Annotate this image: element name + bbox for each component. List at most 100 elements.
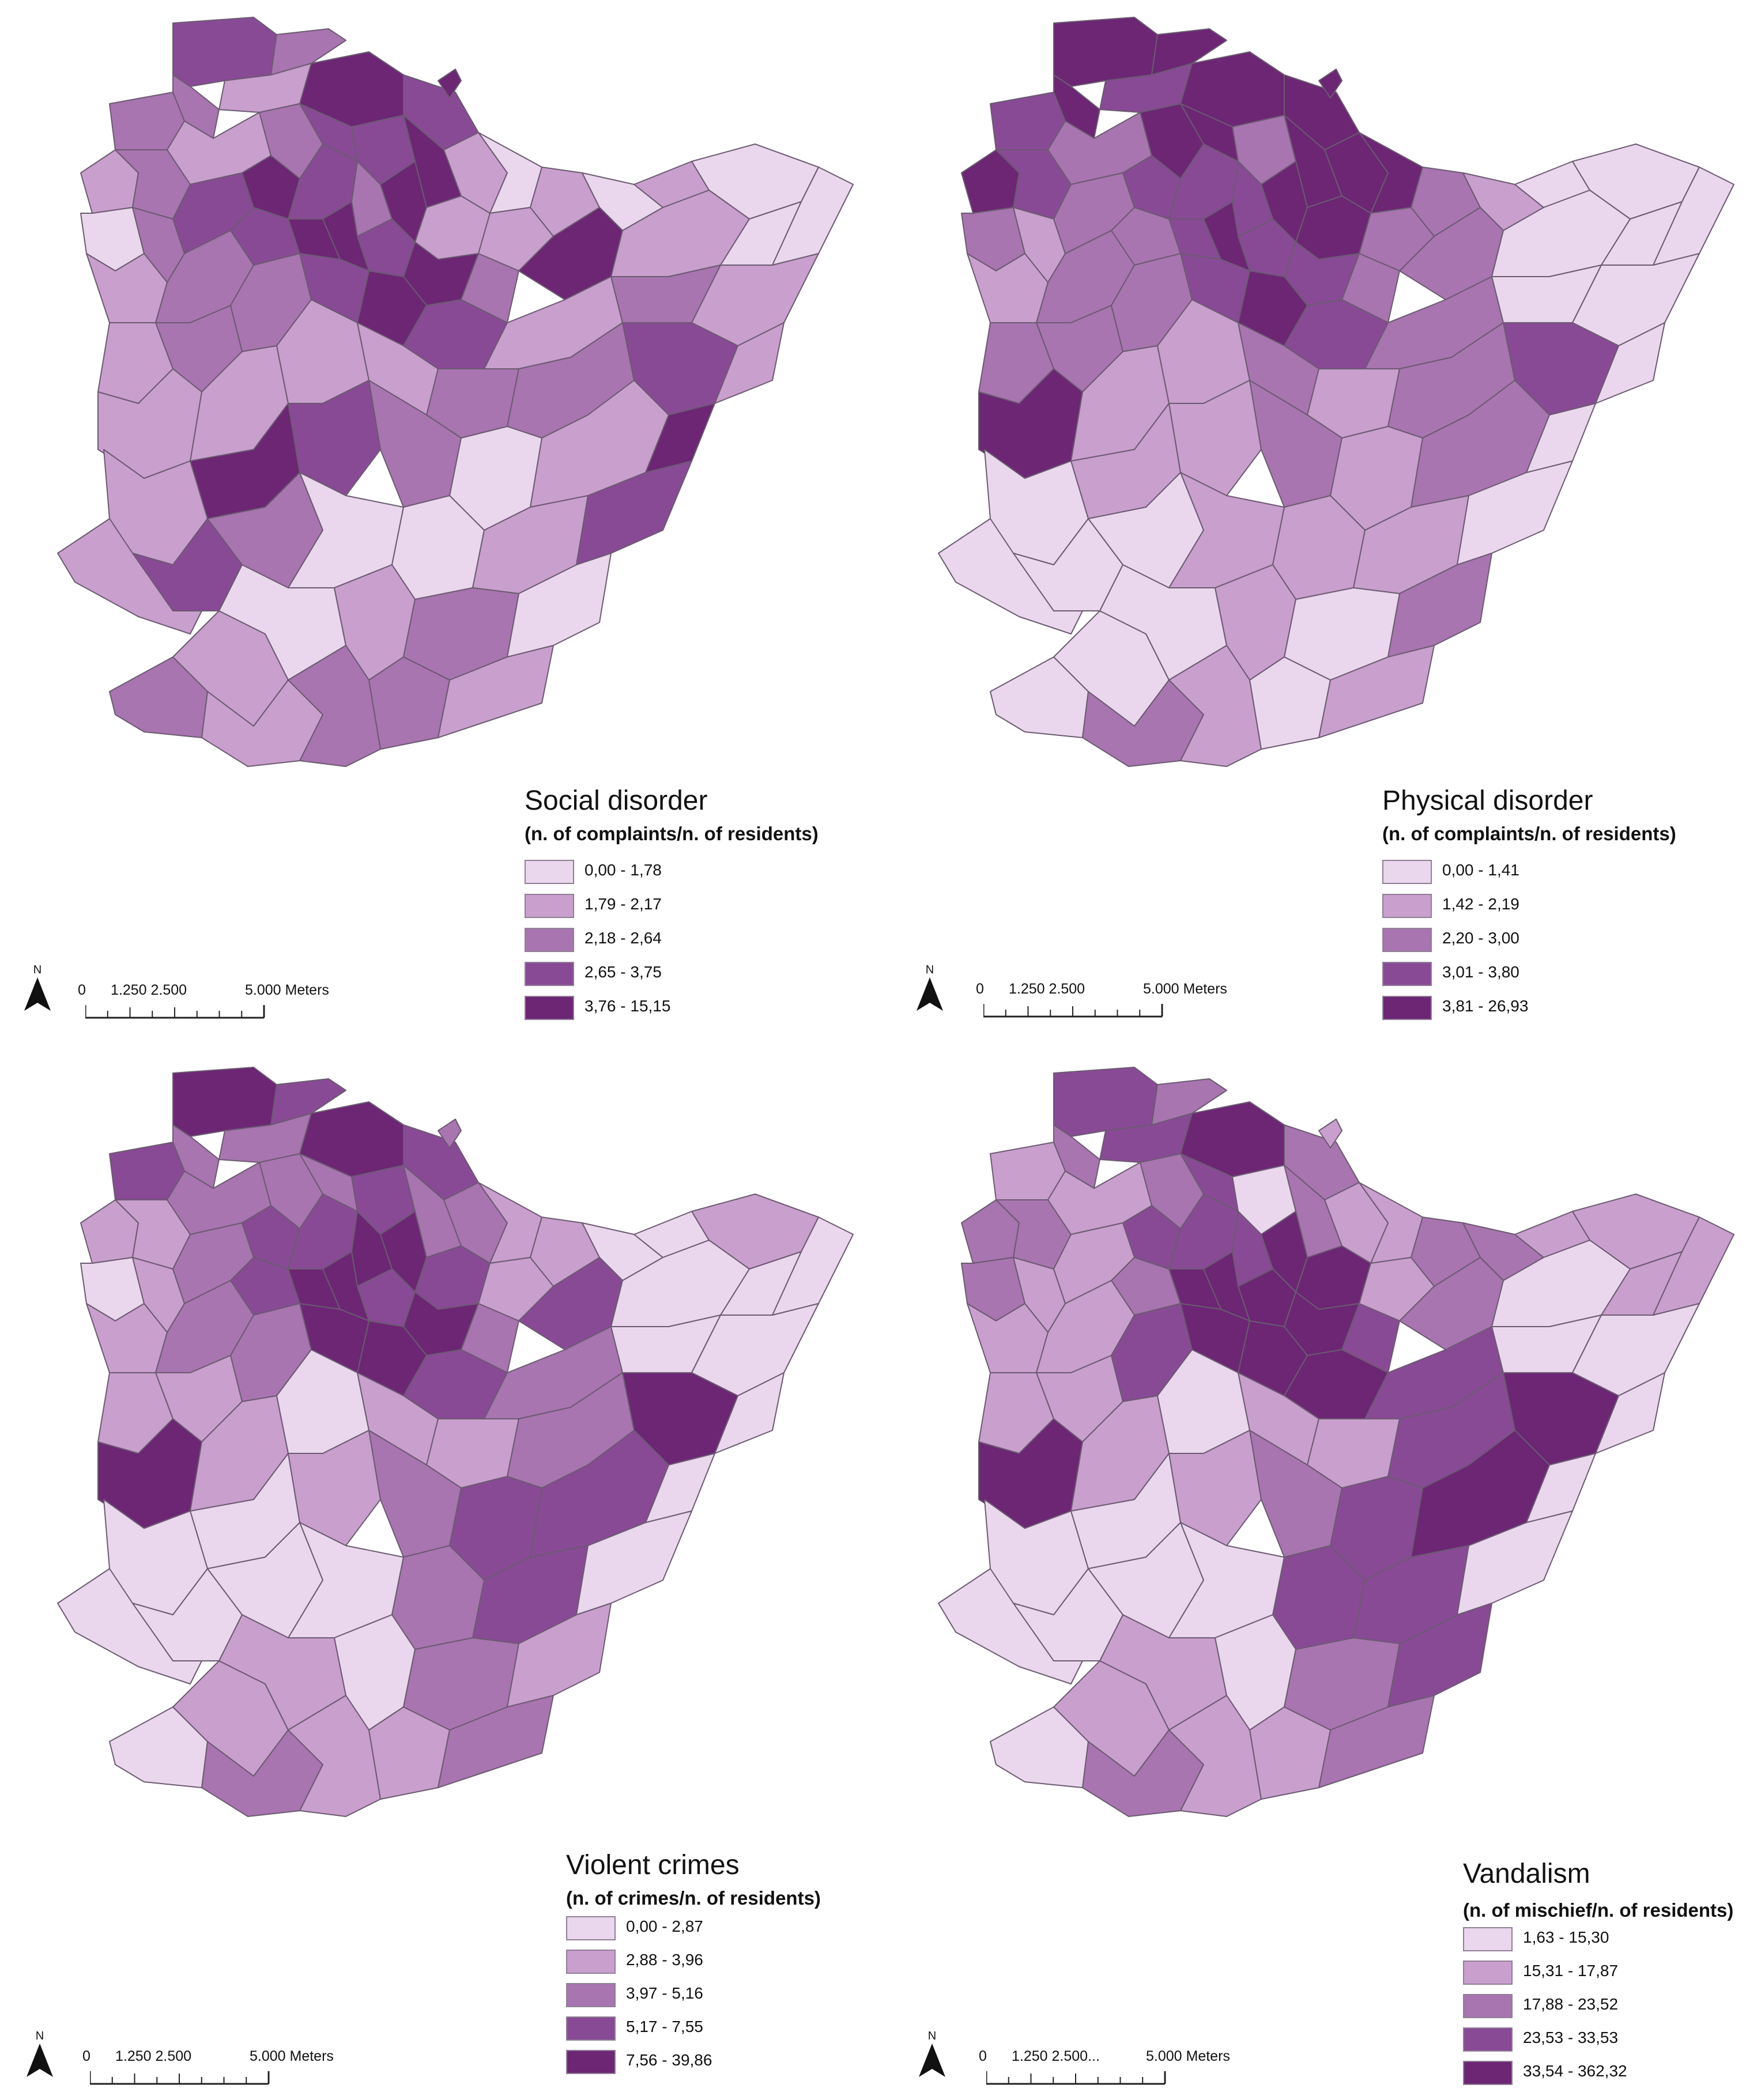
scale-label-mid: 1.250 2.500 bbox=[115, 2048, 192, 2064]
legend-class-label: 1,79 - 2,17 bbox=[585, 895, 662, 913]
legend-swatch bbox=[1463, 2061, 1513, 2085]
scale-label-zero: 0 bbox=[82, 2048, 90, 2064]
district-bottom-10 bbox=[1318, 645, 1435, 738]
map-panel-physical-disorder: Physical disorder (n. of complaints/n. o… bbox=[881, 0, 1761, 1050]
district-southeast-8 bbox=[772, 1217, 854, 1316]
legend-class-label: 2,88 - 3,96 bbox=[626, 1951, 703, 1969]
north-label: N bbox=[927, 2030, 937, 2042]
legend-class-label: 2,65 - 3,75 bbox=[585, 963, 662, 981]
legend-subtitle: (n. of mischief/n. of residents) bbox=[1463, 1899, 1734, 1921]
legend-class-label: 23,53 - 33,53 bbox=[1523, 2029, 1619, 2046]
scale-label-zero: 0 bbox=[979, 2048, 987, 2064]
legend-class-label: 7,56 - 39,86 bbox=[626, 2051, 712, 2069]
legend-swatch bbox=[1382, 962, 1432, 986]
district-bottom-8 bbox=[1168, 645, 1262, 767]
scale-label-mid: 1.250 2.500 bbox=[111, 982, 187, 998]
district-north-east bbox=[270, 1078, 346, 1125]
legend-class-label: 0,00 - 1,78 bbox=[585, 861, 662, 879]
district-southeast-8 bbox=[772, 167, 854, 266]
legend-swatch bbox=[525, 996, 574, 1020]
legend-swatch bbox=[1463, 1927, 1513, 1951]
district-islet bbox=[438, 69, 462, 99]
legend-class-label: 2,20 - 3,00 bbox=[1442, 929, 1519, 947]
legend-title: Violent crimes bbox=[566, 1850, 740, 1880]
north-arrow-icon bbox=[917, 977, 943, 1011]
district-southeast-8 bbox=[1653, 167, 1734, 266]
district-bottom-10 bbox=[438, 1695, 554, 1788]
scale-label-mid: 1.250 2.500 bbox=[1009, 981, 1085, 997]
district-bottom-10 bbox=[1318, 1695, 1435, 1788]
legend-swatch bbox=[525, 928, 574, 952]
legend-swatch bbox=[1382, 928, 1432, 952]
legend-class-label: 3,97 - 5,16 bbox=[626, 1984, 703, 2002]
district-bottom-8 bbox=[1168, 1695, 1262, 1817]
legend-class-label: 0,00 - 2,87 bbox=[626, 1917, 703, 1935]
scale-bar-ticks bbox=[986, 2071, 1166, 2085]
legend-class-label: 17,88 - 23,52 bbox=[1523, 1995, 1619, 2013]
north-arrow-icon bbox=[24, 977, 51, 1011]
scale-label-zero: 0 bbox=[976, 981, 984, 997]
legend-class-label: 1,63 - 15,30 bbox=[1523, 1928, 1609, 1946]
legend-swatch bbox=[1382, 894, 1432, 918]
legend-class-label: 3,81 - 26,93 bbox=[1442, 997, 1529, 1015]
legend-swatch bbox=[525, 894, 574, 918]
legend-class-label: 1,42 - 2,19 bbox=[1442, 895, 1519, 913]
scale-bar-ticks bbox=[90, 2071, 270, 2085]
scale-label-end: 5.000 Meters bbox=[250, 2048, 334, 2064]
map-panel-violent-crimes: Violent crimes (n. of crimes/n. of resid… bbox=[0, 1050, 880, 2100]
north-arrow-icon bbox=[27, 2044, 53, 2077]
district-south-east-14 bbox=[1595, 1372, 1665, 1454]
legend-class-label: 15,31 - 17,87 bbox=[1523, 1962, 1619, 1980]
legend-title: Vandalism bbox=[1463, 1859, 1590, 1889]
legend-swatch bbox=[1463, 1994, 1513, 2018]
scale-bar-ticks bbox=[85, 1005, 265, 1019]
legend-class-label: 33,54 - 362,32 bbox=[1523, 2062, 1627, 2080]
legend-class-label: 5,17 - 7,55 bbox=[626, 2018, 703, 2035]
map-panel-social-disorder: Social disorder (n. of complaints/n. of … bbox=[0, 0, 880, 1050]
legend-title: Social disorder bbox=[525, 785, 708, 816]
north-arrow-icon bbox=[919, 2044, 945, 2077]
legend-swatch bbox=[566, 1950, 616, 1974]
legend-subtitle: (n. of crimes/n. of residents) bbox=[566, 1887, 821, 1909]
legend-swatch bbox=[525, 860, 574, 884]
legend-swatch bbox=[1382, 860, 1432, 884]
choropleth-map bbox=[938, 17, 1734, 767]
north-label: N bbox=[35, 2030, 44, 2042]
district-north-east bbox=[1151, 1078, 1227, 1125]
district-south-east-14 bbox=[714, 322, 785, 404]
district-islet bbox=[438, 1119, 462, 1149]
legend-swatch bbox=[566, 1916, 616, 1940]
district-islet bbox=[1318, 1119, 1343, 1149]
north-label: N bbox=[925, 964, 934, 976]
district-north-east bbox=[1151, 28, 1227, 75]
legend-swatch bbox=[1382, 996, 1432, 1020]
choropleth-map bbox=[938, 1067, 1734, 1817]
legend-subtitle: (n. of complaints/n. of residents) bbox=[1382, 823, 1676, 844]
district-bottom-8 bbox=[288, 645, 381, 767]
choropleth-map bbox=[57, 1067, 854, 1817]
choropleth-map bbox=[57, 17, 854, 767]
legend-swatch bbox=[566, 2016, 616, 2041]
legend-class-label: 2,18 - 2,64 bbox=[585, 929, 662, 947]
scale-label-zero: 0 bbox=[78, 982, 86, 998]
map-panel-vandalism: Vandalism (n. of mischief/n. of resident… bbox=[881, 1050, 1761, 2100]
legend-class-label: 3,76 - 15,15 bbox=[585, 997, 671, 1015]
district-south-east-14 bbox=[714, 1372, 785, 1454]
legend-class-label: 0,00 - 1,41 bbox=[1442, 861, 1519, 879]
legend-title: Physical disorder bbox=[1382, 785, 1593, 816]
scale-label-end: 5.000 Meters bbox=[1146, 2048, 1230, 2064]
district-south-east-14 bbox=[1595, 322, 1665, 404]
legend-swatch bbox=[525, 962, 574, 986]
scale-bar-ticks bbox=[983, 1004, 1163, 1018]
legend-swatch bbox=[1463, 1961, 1513, 1985]
district-bottom-10 bbox=[438, 645, 554, 738]
north-label: N bbox=[33, 964, 42, 976]
legend-class-label: 3,01 - 3,80 bbox=[1442, 963, 1519, 981]
scale-label-end: 5.000 Meters bbox=[1143, 981, 1227, 997]
district-north-east bbox=[270, 28, 346, 75]
scale-label-end: 5.000 Meters bbox=[245, 982, 329, 998]
district-islet bbox=[1318, 69, 1343, 99]
district-bottom-8 bbox=[288, 1695, 381, 1817]
district-southeast-8 bbox=[1653, 1217, 1734, 1316]
legend-subtitle: (n. of complaints/n. of residents) bbox=[525, 823, 819, 844]
